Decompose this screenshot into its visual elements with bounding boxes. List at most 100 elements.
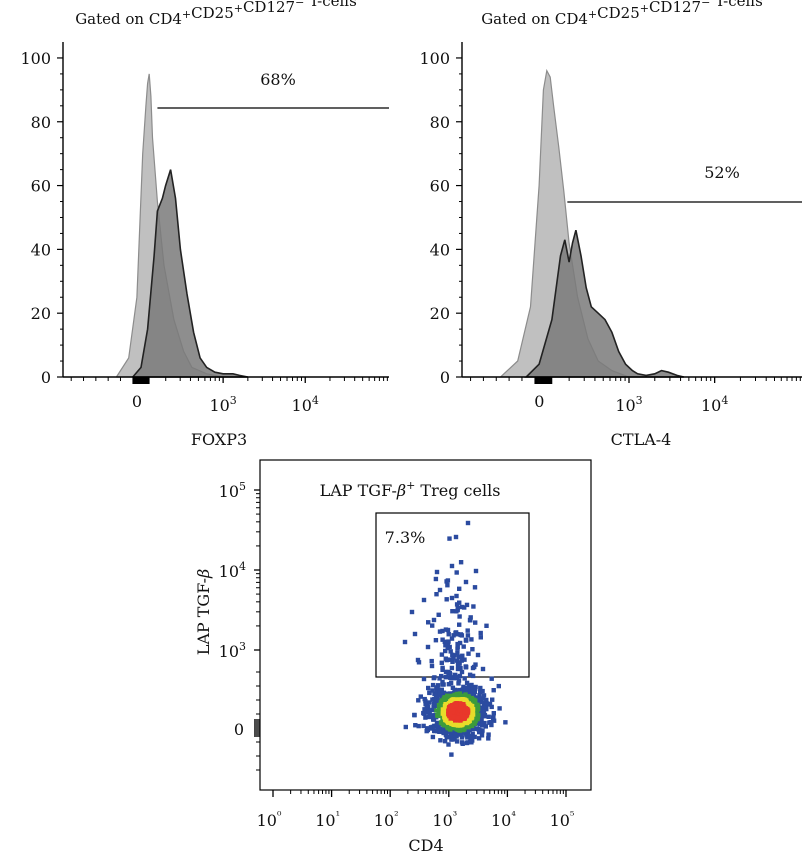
scatter-point — [453, 722, 458, 728]
scatter-point — [437, 729, 442, 734]
scatter-point — [462, 676, 467, 681]
scatter-point — [463, 637, 469, 643]
scatter-point — [426, 685, 431, 691]
scatter-x-tick-label: 10⁵ — [550, 809, 575, 830]
scatter-point — [450, 711, 455, 716]
scatter-y-tick-label: 104 — [219, 560, 246, 581]
scatter-point — [459, 735, 465, 740]
scatter-point — [496, 683, 501, 689]
scatter-point — [436, 612, 441, 617]
scatter-point — [464, 733, 469, 738]
scatter-point — [434, 692, 439, 697]
scatter-point — [478, 685, 483, 691]
scatter-point — [484, 701, 490, 706]
scatter-point — [480, 688, 485, 694]
histogram-title-ctla4: Gated on CD4+CD25+CD127− T-cells — [481, 0, 763, 28]
scatter-point — [467, 617, 473, 623]
scatter-point — [470, 691, 475, 697]
y-tick-label-foxp3: 80 — [31, 113, 51, 132]
scatter-point — [456, 678, 462, 683]
scatter-point — [445, 734, 450, 739]
scatter-point — [472, 698, 478, 703]
scatter-point — [430, 734, 436, 740]
scatter-point — [431, 706, 436, 711]
scatter-point — [457, 614, 462, 619]
scatter-point — [455, 646, 460, 651]
scatter-point — [422, 696, 427, 702]
scatter-point — [464, 680, 470, 686]
scatter-point — [457, 600, 462, 605]
scatter-point — [466, 728, 471, 733]
scatter-point — [473, 702, 478, 707]
scatter-point — [486, 732, 491, 737]
scatter-point — [473, 620, 478, 625]
scatter-point — [459, 722, 464, 728]
scatter-point — [416, 723, 421, 729]
scatter-point — [437, 629, 443, 634]
scatter-point — [489, 704, 494, 710]
scatter-point — [463, 694, 469, 700]
scatter-point — [477, 727, 482, 733]
scatter-point — [481, 693, 487, 698]
scatter-point — [443, 643, 448, 648]
scatter-point — [424, 705, 429, 710]
scatter-point — [482, 700, 487, 706]
scatter-point — [421, 676, 427, 682]
scatter-point — [453, 672, 458, 678]
scatter-point — [472, 716, 478, 721]
scatter-point — [487, 701, 493, 707]
scatter-point — [445, 627, 451, 633]
scatter-point — [449, 595, 455, 601]
scatter-point — [470, 673, 476, 679]
scatter-point — [482, 713, 488, 718]
scatter-point — [445, 697, 450, 703]
scatter-point — [450, 657, 455, 662]
scatter-point — [465, 520, 471, 526]
y-tick-label-foxp3: 20 — [31, 304, 51, 323]
scatter-point — [453, 630, 458, 635]
scatter-point — [437, 690, 442, 696]
scatter-point — [430, 682, 436, 688]
scatter-point — [489, 676, 494, 681]
scatter-point — [434, 723, 440, 728]
scatter-point — [413, 723, 418, 728]
scatter-point — [444, 597, 449, 602]
scatter-point — [462, 605, 467, 610]
scatter-point — [431, 617, 437, 623]
scatter-point — [488, 720, 493, 725]
scatter-point — [477, 695, 482, 700]
scatter-point — [443, 730, 448, 735]
scatter-point — [451, 633, 456, 638]
scatter-point — [423, 715, 428, 720]
scatter-point — [412, 712, 417, 718]
histogram-ctla4: 0 20 40 60 80 100 0 103 104 CTLA-4 52% — [419, 42, 802, 449]
scatter-point — [424, 728, 429, 734]
scatter-point — [427, 700, 432, 705]
gate-label-ctla4: 52% — [704, 163, 740, 182]
scatter-point — [448, 734, 453, 739]
y-tick-label-ctla4: 60 — [430, 177, 450, 196]
scatter-point — [469, 637, 474, 642]
scatter-point — [465, 633, 471, 638]
scatter-point — [437, 688, 443, 693]
scatter-point — [433, 576, 439, 582]
scatter-point — [446, 720, 451, 725]
scatter-point — [469, 682, 474, 688]
scatter-point — [409, 609, 415, 615]
scatter-x-tick-label: 10⁰ — [257, 809, 282, 830]
scatter-x-tick-label: 10¹ — [315, 809, 340, 830]
scatter-point — [462, 727, 467, 732]
scatter-point — [464, 602, 470, 608]
scatter-point — [455, 666, 461, 672]
scatter-point — [465, 711, 470, 716]
scatter-point — [470, 647, 475, 652]
scatter-point — [445, 694, 450, 699]
scatter-point — [432, 728, 437, 734]
scatter-point — [454, 693, 459, 698]
scatter-point — [452, 732, 458, 738]
scatter-point — [450, 609, 455, 614]
x-tick-label-foxp3: 103 — [209, 394, 236, 415]
scatter-point — [478, 689, 483, 695]
scatter-point — [440, 711, 445, 716]
scatter-point — [436, 711, 441, 717]
